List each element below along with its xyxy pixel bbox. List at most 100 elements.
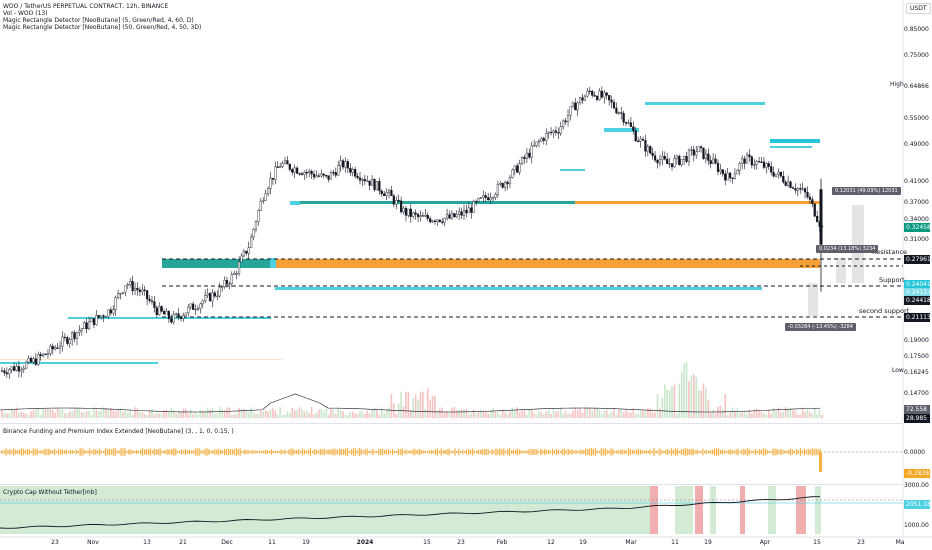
volume-bar [402,406,405,418]
funding-bar [1,450,3,454]
funding-bar [339,448,341,456]
funding-bar [395,450,397,454]
measure-box-mid[interactable]: 0.0234 (13.18%) 3234 [816,245,879,253]
volume-bar [780,412,782,418]
funding-bar [413,448,415,456]
volume-bar [349,412,352,418]
candle-body [533,145,536,147]
volume-bar [281,414,284,418]
funding-bar [473,450,476,454]
funding-bar [620,449,622,455]
funding-bar [276,450,278,454]
time-axis-label: 11 [268,539,276,546]
candle-body [714,158,717,164]
funding-bar [235,448,237,456]
candle-body [32,358,35,363]
candle-body [470,207,473,213]
cap-pane-title[interactable]: Crypto Cap Without Tether[mb] [3,489,97,496]
candle-body [162,311,166,315]
pane-separator-2[interactable] [0,484,903,485]
volume-bar [226,407,228,418]
volume-bar [407,392,410,418]
funding-bar [382,448,384,456]
indicator-2-label[interactable]: Magic Rectangle Detector [NeoButane] (50… [3,24,202,31]
funding-bar [5,448,7,456]
candle-body [49,345,52,354]
volume-bar [497,412,499,418]
funding-pane-title[interactable]: Binance Funding and Premium Index Extend… [3,428,234,435]
volume-bar [770,413,773,418]
candle-body [334,172,337,176]
funding-bar [331,448,333,456]
candle-body [80,328,83,331]
funding-bar [694,450,696,454]
funding-bar [715,448,718,456]
funding-bar [630,448,632,456]
candle-body [796,188,799,191]
candle-body [114,297,117,310]
symbol-title[interactable]: WOO / TetherUS PERPETUAL CONTRACT, 12h, … [3,3,169,10]
funding-bar [737,448,739,456]
candle-body [322,173,325,176]
funding-bar [778,450,780,454]
funding-bar [507,448,509,456]
volume-tag-2: 28.985 M [904,414,930,431]
price-axis-label: 0.64866 [904,83,929,90]
funding-bar [442,450,444,454]
funding-bar [59,449,62,455]
time-axis-label: Ma [895,539,905,546]
candle-body [777,171,780,175]
measure-box-down[interactable]: -0.03284 (-13.45%) -3284 [785,323,856,331]
volume-tag-1: 72.558 M [904,405,930,422]
funding-bar [637,449,640,455]
volume-bar [816,414,818,418]
candle-body [230,274,233,284]
volume-indicator-label[interactable]: Vol - WOO (13) [3,10,48,17]
volume-bar [22,412,25,418]
funding-bar [479,449,481,455]
funding-bar [18,449,21,455]
volume-bar [584,407,586,418]
volume-bar [10,408,13,418]
volume-bar [160,413,163,418]
candle-body [240,255,243,263]
funding-bar [118,450,120,454]
cap-regime-band [796,486,806,534]
candle-body [298,173,301,175]
pane-separator-1[interactable] [0,423,903,424]
candle-body [133,287,137,292]
candle-body [148,298,151,301]
candle-body [329,172,333,180]
funding-bar [151,450,153,454]
candle-body [119,293,122,295]
funding-bar [581,449,583,455]
funding-bar [136,449,138,455]
volume-bar [581,412,584,418]
funding-bar [304,449,306,455]
funding-bar [815,448,817,456]
funding-bar [653,448,655,456]
cap-axis-label-bottom: 1000.00 [904,522,929,529]
volume-bar [364,414,366,418]
currency-button[interactable]: USDT [906,3,931,14]
candle-body [506,181,509,185]
candle-body [373,179,376,191]
funding-bar [643,450,645,454]
funding-bar [149,448,151,456]
measure-box-up[interactable]: 0.12031 (49.09%) 12031 [832,187,901,195]
candle-body [745,154,749,164]
volume-bar [13,410,15,418]
indicator-1-label[interactable]: Magic Rectangle Detector [NeoButane] (5,… [3,17,194,24]
volume-bar [821,414,823,418]
candle-body [262,200,265,202]
volume-bar [325,408,327,418]
candle-body [354,169,357,177]
funding-bar [553,450,556,454]
funding-bar [518,449,520,455]
funding-bar [362,450,364,454]
candle-body [211,292,214,302]
funding-bar [294,449,296,455]
funding-bar [487,449,489,455]
funding-bar [423,450,425,454]
